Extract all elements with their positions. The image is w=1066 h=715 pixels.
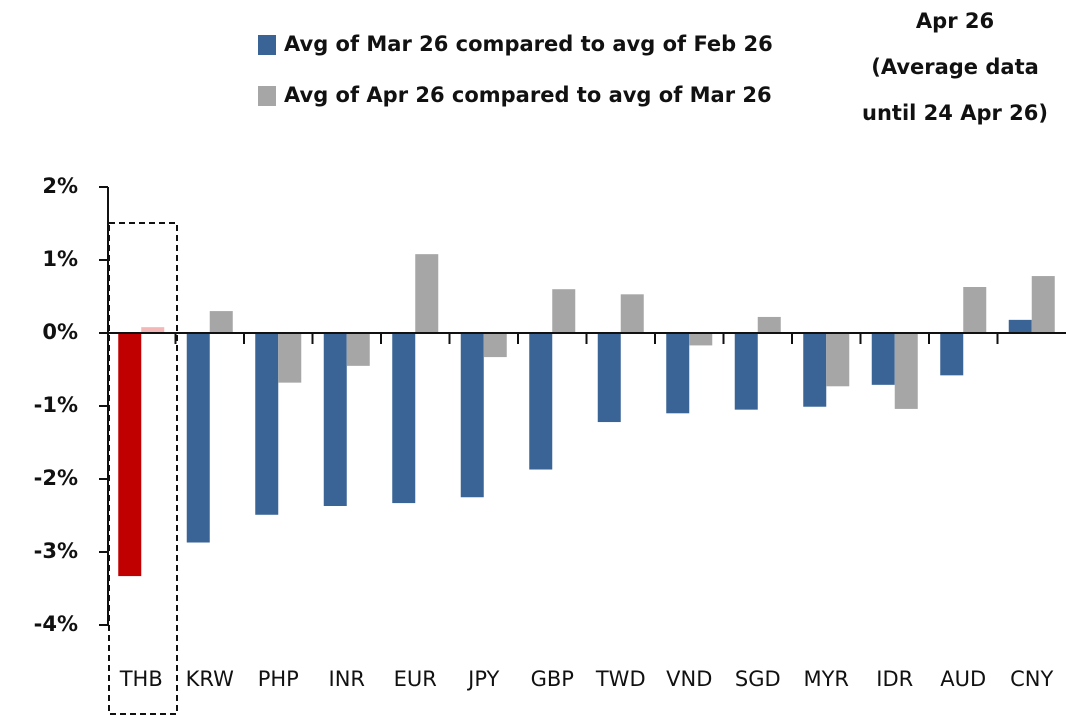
bar	[689, 333, 713, 346]
bar	[1008, 319, 1032, 333]
bar	[141, 327, 165, 333]
annotation: Apr 26	[916, 9, 994, 33]
bar	[757, 316, 781, 333]
x-tick-label: THB	[119, 667, 163, 691]
legend-swatch	[258, 86, 276, 106]
bar	[803, 333, 827, 407]
bar	[255, 333, 279, 515]
x-tick-label: MYR	[803, 667, 849, 691]
x-tick-label: VND	[666, 667, 712, 691]
y-tick-label: 0%	[42, 320, 78, 344]
bar	[323, 333, 347, 507]
y-tick-label: -4%	[34, 612, 78, 636]
bar	[666, 333, 690, 414]
legend-label: Avg of Apr 26 compared to avg of Mar 26	[284, 83, 772, 107]
bar	[186, 333, 210, 543]
bar	[940, 333, 964, 376]
bar	[620, 294, 644, 333]
annotation: (Average data	[871, 55, 1039, 79]
y-tick-label: -1%	[34, 393, 78, 417]
bar	[963, 287, 987, 333]
x-tick-label: KRW	[186, 667, 235, 691]
bar	[209, 311, 233, 333]
x-tick-label: AUD	[940, 667, 986, 691]
bar	[597, 333, 621, 423]
bar	[346, 333, 370, 366]
x-tick-label: JPY	[466, 667, 499, 691]
bar	[118, 333, 142, 577]
bar	[1031, 276, 1055, 333]
bar	[278, 333, 302, 383]
bar	[734, 333, 758, 410]
x-tick-label: INR	[329, 667, 366, 691]
bar	[392, 333, 416, 504]
legend-swatch	[258, 35, 276, 55]
x-tick-label: GBP	[531, 667, 574, 691]
annotation: until 24 Apr 26)	[862, 101, 1048, 125]
bar	[871, 333, 895, 385]
x-tick-label: PHP	[258, 667, 299, 691]
bar	[552, 289, 576, 333]
x-tick-label: SGD	[735, 667, 781, 691]
legend-label: Avg of Mar 26 compared to avg of Feb 26	[284, 32, 773, 56]
bar	[894, 333, 918, 409]
x-tick-label: TWD	[595, 667, 646, 691]
y-tick-label: 2%	[42, 174, 78, 198]
y-tick-label: -2%	[34, 466, 78, 490]
y-tick-label: 1%	[42, 247, 78, 271]
x-tick-label: IDR	[876, 667, 913, 691]
x-tick-label: EUR	[394, 667, 437, 691]
bar	[826, 333, 850, 387]
y-tick-label: -3%	[34, 539, 78, 563]
bar	[415, 254, 439, 333]
bar	[483, 333, 507, 358]
bar	[460, 333, 484, 498]
x-tick-label: CNY	[1010, 667, 1053, 691]
bar	[529, 333, 553, 470]
